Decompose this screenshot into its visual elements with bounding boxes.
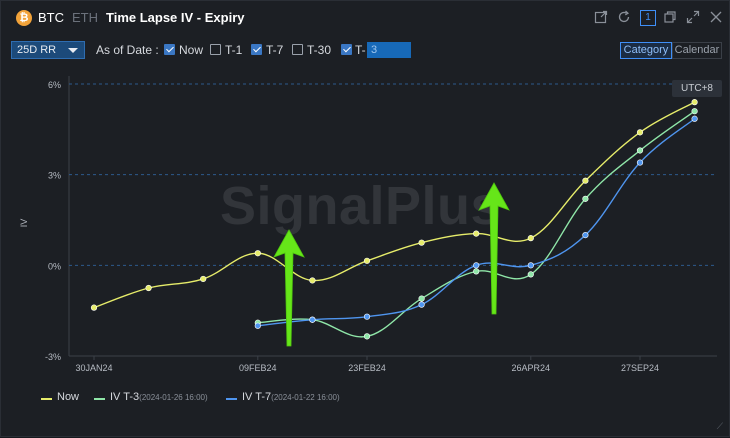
toolbar: 25D RR As of Date : Now T-1 T-7 T-30 T- … (1, 38, 730, 62)
data-point (145, 284, 152, 292)
data-point (309, 316, 316, 323)
watermark: SignalPlus (220, 176, 502, 236)
legend-label: Now (57, 391, 80, 403)
x-tick-label: 30JAN24 (75, 363, 112, 373)
checkbox-now[interactable] (164, 44, 175, 55)
expand-icon[interactable] (685, 10, 701, 26)
data-point (527, 262, 534, 269)
data-point (254, 322, 261, 329)
widget-header: ₿ BTC ETH Time Lapse IV - Expiry 1 (1, 1, 730, 35)
checkbox-t30[interactable] (292, 44, 303, 55)
checkbox-custom-t-label: T- (355, 43, 366, 57)
metric-select-value: 25D RR (17, 44, 57, 56)
copy-icon[interactable] (662, 10, 678, 26)
legend-label: IV T-3 (110, 391, 140, 403)
legend-swatch (41, 398, 52, 400)
data-point (636, 159, 644, 166)
data-point (418, 239, 425, 246)
y-tick-label: -3% (45, 352, 61, 362)
series-line-2 (257, 118, 696, 327)
widget-title: Time Lapse IV - Expiry (106, 10, 245, 25)
data-point (582, 195, 589, 202)
legend-date: (2024-01-22 16:00) (271, 393, 340, 402)
series-line-0 (93, 101, 695, 309)
data-point (418, 295, 425, 302)
layout-one-icon[interactable]: 1 (640, 10, 656, 26)
as-of-date-label: As of Date : (96, 43, 159, 57)
data-point (418, 301, 425, 308)
series-line-1 (257, 110, 696, 338)
data-point (691, 108, 698, 115)
data-point (691, 115, 698, 122)
checkbox-t1-label: T-1 (225, 43, 243, 57)
y-tick-label: 6% (48, 80, 61, 90)
checkbox-now-label: Now (179, 43, 204, 57)
data-point (636, 129, 644, 136)
data-point (473, 268, 480, 275)
external-link-icon[interactable] (593, 10, 609, 26)
data-point (254, 250, 261, 257)
tab-eth[interactable]: ETH (72, 10, 98, 25)
data-point (200, 275, 207, 283)
resize-handle-icon[interactable]: ⟋ (716, 421, 723, 431)
x-tick-label: 27SEP24 (621, 363, 659, 373)
data-point (527, 271, 534, 278)
checkbox-custom-t[interactable] (341, 44, 352, 55)
y-tick-label: 0% (48, 261, 61, 271)
data-point (363, 257, 371, 264)
annotation-up-arrow-icon (273, 229, 305, 347)
data-point (90, 304, 98, 311)
checkbox-t7-label: T-7 (266, 43, 284, 57)
data-point (363, 313, 371, 320)
data-point (363, 333, 371, 340)
y-tick-label: 3% (48, 171, 61, 181)
legend-date: (2024-01-26 16:00) (139, 393, 208, 402)
checkbox-t1[interactable] (210, 44, 221, 55)
view-calendar-button[interactable]: Calendar (672, 42, 722, 59)
data-point (691, 99, 698, 106)
legend-swatch (226, 398, 237, 400)
checkbox-t7[interactable] (251, 44, 262, 55)
data-point (309, 277, 316, 284)
checkbox-t30-label: T-30 (307, 43, 332, 57)
tab-btc[interactable]: BTC (38, 10, 64, 25)
x-tick-label: 26APR24 (512, 363, 551, 373)
bitcoin-icon: ₿ (16, 10, 32, 26)
chevron-down-icon (68, 48, 78, 53)
data-point (473, 230, 480, 237)
legend-label: IV T-7 (242, 391, 272, 403)
view-category-button[interactable]: Category (620, 42, 672, 59)
data-point (582, 177, 589, 184)
legend-swatch (94, 398, 105, 400)
x-tick-label: 09FEB24 (239, 363, 277, 373)
x-tick-label: 23FEB24 (348, 363, 386, 373)
data-point (636, 147, 644, 154)
annotation-up-arrow-icon (478, 182, 510, 315)
custom-t-input[interactable]: 3 (367, 42, 411, 58)
metric-select[interactable]: 25D RR (11, 41, 85, 59)
data-point (473, 262, 480, 269)
data-point (582, 232, 589, 239)
data-point (527, 235, 534, 242)
timezone-badge: UTC+8 (672, 80, 722, 97)
refresh-icon[interactable] (616, 10, 632, 26)
close-icon[interactable] (708, 10, 724, 26)
y-axis-label: IV (19, 219, 29, 228)
